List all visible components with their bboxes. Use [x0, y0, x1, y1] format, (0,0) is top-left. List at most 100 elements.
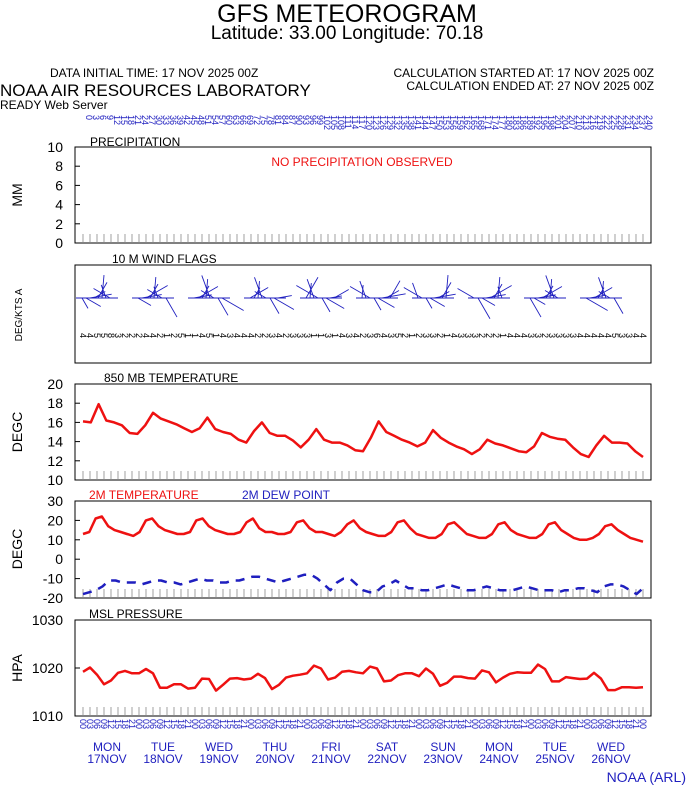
wind-speed-label: 4: [631, 333, 641, 338]
wind-barb: [593, 287, 613, 299]
wind-speed-label: 2: [260, 333, 270, 338]
utc-label: 09: [155, 719, 165, 729]
hour-label: 192: [532, 115, 542, 130]
utc-label: 21: [463, 719, 473, 729]
t850-y-tick-label: 16: [47, 414, 63, 430]
wind-speed-label: 4: [148, 333, 158, 338]
date-label: 24NOV: [479, 752, 518, 766]
wind-barb: [373, 297, 382, 311]
hour-label: 21: [133, 115, 143, 125]
wind-barb: [273, 297, 295, 310]
utc-label: 18: [288, 719, 298, 729]
hour-label: 96: [308, 115, 318, 125]
wind-speed-label: 4: [603, 333, 613, 338]
wind-barb: [221, 297, 244, 311]
wind-barb: [309, 283, 312, 299]
hour-label: 15: [119, 115, 129, 125]
hour-label: 39: [175, 115, 185, 125]
hour-label: 6: [98, 115, 108, 120]
t850-y-tick-label: 14: [47, 434, 63, 450]
wind-barb: [412, 282, 419, 299]
wind-speed-label: 4: [449, 333, 459, 338]
utc-label: 12: [386, 719, 396, 729]
utc-label: 21: [519, 719, 529, 729]
wind-barb: [497, 286, 503, 299]
wind-speed-label: 1: [498, 333, 508, 338]
hour-label: 72: [252, 115, 262, 125]
wind-speed-label: 5: [92, 333, 102, 338]
hour-label: 180: [504, 115, 514, 130]
wind-speed-label: 3: [295, 333, 305, 338]
utc-label: 00: [526, 719, 536, 729]
hour-label: 9: [105, 115, 115, 120]
wind-barb: [349, 286, 371, 299]
day-label: TUE: [151, 740, 175, 754]
hour-label: 81: [273, 115, 283, 125]
wind-barb: [321, 297, 331, 313]
date-label: 25NOV: [535, 752, 574, 766]
hour-label: 213: [581, 115, 591, 130]
wind-barb: [81, 297, 89, 309]
utc-label: 03: [533, 719, 543, 729]
utc-label: 09: [323, 719, 333, 729]
wind-barb: [481, 297, 496, 306]
date-label: 26NOV: [591, 752, 630, 766]
wind-speed-label: 1: [442, 333, 452, 338]
wind-barb: [598, 291, 611, 299]
hour-label: 66: [238, 115, 248, 125]
wind-barb: [433, 293, 456, 299]
wind-barb: [217, 297, 229, 316]
chart-title: GFS METEOROGRAM: [217, 0, 477, 28]
utc-label: 03: [85, 719, 95, 729]
utc-label: 12: [218, 719, 228, 729]
day-label: FRI: [321, 740, 340, 754]
mslp-frame: [74, 619, 652, 717]
wind-speed-label: 1: [407, 333, 417, 338]
t850-y-tick-label: 10: [47, 472, 63, 488]
hour-label: 45: [189, 115, 199, 125]
hour-label: 165: [469, 115, 479, 130]
utc-label: 12: [106, 719, 116, 729]
day-label: WED: [205, 740, 233, 754]
hour-label: 231: [623, 115, 633, 130]
utc-label: 00: [358, 719, 368, 729]
hour-label: 114: [350, 115, 360, 129]
wind-speed-label: 3: [386, 333, 396, 338]
utc-label: 15: [337, 719, 347, 729]
wind-barb: [141, 294, 162, 299]
wind-speed-label: 3: [113, 333, 123, 338]
wind-barb: [389, 280, 401, 299]
utc-label: 00: [302, 719, 312, 729]
wind-speed-label: 4: [85, 333, 95, 338]
hour-label: 156: [448, 115, 458, 130]
utc-label: 21: [575, 719, 585, 729]
hour-label: 138: [406, 115, 416, 130]
hour-label: 171: [483, 115, 493, 130]
wind-barb: [477, 297, 491, 320]
wind-barb: [149, 283, 159, 299]
hour-label: 54: [210, 115, 220, 125]
hour-label: 3: [91, 115, 101, 120]
wind-barb: [101, 275, 105, 299]
wind-speed-label: 4: [512, 333, 522, 338]
hour-label: 24: [140, 115, 150, 125]
utc-label: 00: [582, 719, 592, 729]
wind-barb: [545, 275, 555, 299]
utc-label: 06: [204, 719, 214, 729]
utc-label: 09: [379, 719, 389, 729]
wind-barb: [377, 297, 395, 308]
utc-label: 06: [148, 719, 158, 729]
hour-label: 210: [574, 115, 584, 130]
utc-label: 03: [477, 719, 487, 729]
hour-label: 174: [490, 115, 500, 130]
utc-label: 18: [232, 719, 242, 729]
wind-speed-label: 4: [337, 333, 347, 338]
wind-speed-label: 3: [421, 333, 431, 338]
precip-annotation: NO PRECIPITATION OBSERVED: [271, 155, 453, 169]
utc-label: 12: [610, 719, 620, 729]
hour-label: 90: [294, 115, 304, 125]
utc-label: 12: [498, 719, 508, 729]
hour-label: 27: [147, 115, 157, 125]
wind-title: 10 M WIND FLAGS: [112, 252, 217, 266]
wind-speed-label: 3: [344, 333, 354, 338]
